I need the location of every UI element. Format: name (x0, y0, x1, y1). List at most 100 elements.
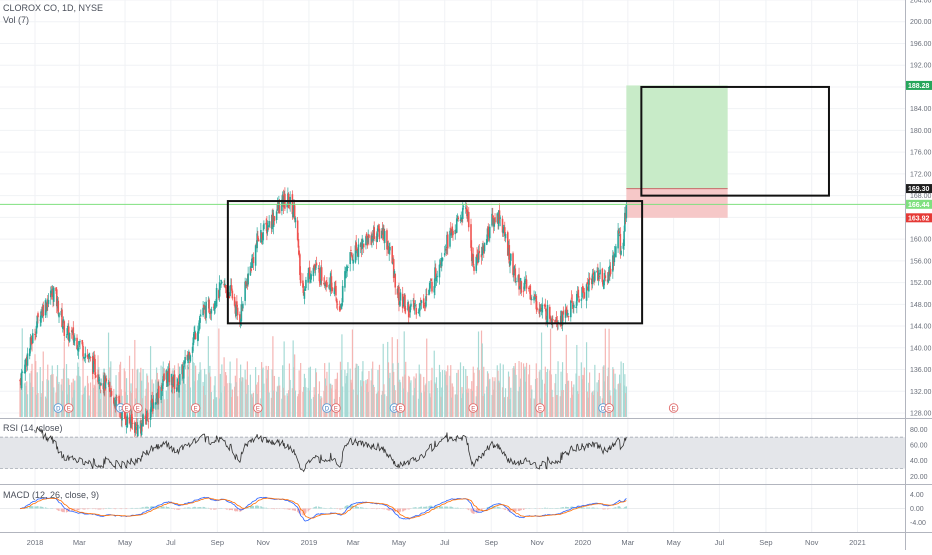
macd-histogram-bar (132, 508, 133, 509)
volume-bar (452, 387, 453, 417)
volume-bar (416, 373, 417, 417)
macd-histogram-bar (74, 509, 75, 510)
volume-bar (253, 393, 254, 417)
macd-histogram-bar (208, 508, 209, 509)
candle-body (305, 280, 307, 288)
macd-histogram-bar (405, 509, 406, 510)
candle-body (452, 231, 454, 235)
time-tick-label: Jul (715, 538, 725, 547)
volume-bar (90, 382, 91, 417)
candle-body (421, 300, 423, 303)
candle-body (179, 374, 181, 385)
volume-bar (615, 389, 616, 417)
candle-body (95, 375, 97, 377)
macd-histogram-bar (384, 509, 385, 510)
volume-bar (494, 377, 495, 417)
candle-body (584, 292, 586, 298)
time-tick-label: 2018 (27, 538, 44, 547)
candle-body (147, 413, 149, 419)
candle-body (153, 402, 155, 408)
candle-body (570, 301, 572, 318)
time-tick-label: Jul (440, 538, 450, 547)
macd-histogram-bar (85, 509, 86, 510)
candle-body (250, 269, 252, 271)
macd-histogram-bar (171, 508, 172, 509)
volume-bar (27, 394, 28, 417)
candle-body (457, 218, 459, 219)
candle-body (499, 217, 501, 218)
rsi-tick-label: 80.00 (910, 427, 928, 434)
volume-bar (573, 384, 574, 417)
volume-bar (479, 370, 480, 417)
candle-body (169, 368, 171, 382)
candle-body (310, 274, 312, 279)
volume-bar (410, 380, 411, 417)
volume-bar (342, 386, 343, 417)
candle-body (105, 378, 107, 381)
macd-histogram-bar (500, 508, 501, 509)
macd-label: MACD (12, 26, close, 9) (3, 490, 99, 500)
volume-bar (426, 339, 427, 417)
candle-body (27, 353, 29, 365)
macd-histogram-bar (258, 506, 259, 508)
event-marker-letter: E (672, 406, 676, 412)
candle-body (342, 286, 344, 302)
volume-bar (447, 365, 448, 417)
candle-body (195, 333, 197, 339)
candle-body (247, 273, 249, 284)
candle-body (137, 425, 139, 436)
candle-body (552, 319, 554, 321)
volume-bar (547, 369, 548, 417)
macd-tick-label: 0.00 (910, 506, 924, 513)
event-marker-letter: E (607, 406, 611, 412)
macd-histogram-bar (494, 507, 495, 509)
macd-histogram-bar (547, 508, 548, 509)
candle-body (127, 416, 129, 428)
volume-bar (32, 387, 33, 417)
candle-body (472, 254, 474, 265)
candle-body (468, 212, 470, 227)
candle-body (337, 304, 339, 305)
macd-histogram-bar (342, 508, 343, 509)
candle-body (335, 286, 337, 296)
volume-bar (489, 379, 490, 417)
candle-body (208, 300, 210, 313)
price-tag: 169.30 (906, 184, 932, 193)
candle-body (363, 244, 365, 248)
price-tick-label: 140.00 (910, 345, 932, 352)
candle-body (21, 373, 23, 388)
volume-bar (578, 376, 579, 417)
candle-body (510, 254, 512, 261)
macd-histogram-bar (589, 508, 590, 509)
macd-histogram-bar (557, 508, 558, 509)
macd-histogram-bar (620, 508, 621, 509)
candle-body (82, 346, 84, 357)
event-marker: E (122, 404, 131, 413)
volume-bar (626, 386, 627, 417)
event-marker-letter: E (125, 406, 129, 412)
candle-body (615, 246, 617, 257)
candle-body (300, 273, 302, 284)
candle-body (58, 313, 60, 318)
volume-bar (405, 362, 406, 417)
event-marker: D (323, 404, 332, 413)
candle-body (626, 204, 628, 218)
price-tick-label: 132.00 (910, 389, 932, 396)
candle-body (426, 294, 428, 295)
volume-bar (363, 381, 364, 417)
candle-body (373, 227, 375, 239)
price-tick-label: 128.00 (910, 411, 932, 418)
candle-body (57, 301, 59, 314)
rsi-band (0, 437, 905, 468)
candle-body (258, 239, 260, 241)
time-tick-label: Nov (805, 538, 819, 547)
macd-histogram-bar (179, 509, 180, 510)
macd-histogram-bar (295, 509, 296, 511)
candle-body (304, 292, 306, 299)
volume-bar (242, 378, 243, 417)
event-marker-letter: E (67, 406, 71, 412)
volume-bar (184, 384, 185, 417)
candle-body (405, 309, 407, 310)
